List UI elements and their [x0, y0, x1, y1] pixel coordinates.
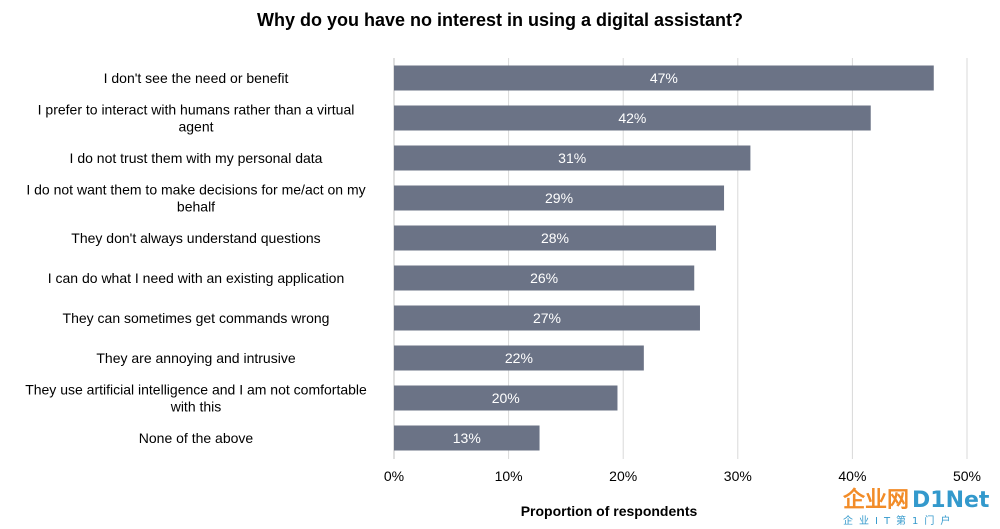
data-label: 42% — [618, 110, 646, 126]
bar — [394, 185, 725, 211]
data-label: 31% — [558, 150, 586, 166]
x-tick-label: 40% — [838, 468, 866, 484]
watermark-tagline: 企业IT第1门户 — [843, 514, 956, 527]
watermark-brand-left: 企业网 — [842, 487, 909, 513]
watermark-brand-right: D1Net — [912, 488, 990, 513]
bar — [394, 385, 618, 411]
data-label: 47% — [650, 70, 678, 86]
bar — [394, 145, 751, 171]
category-label: I do not trust them with my personal dat… — [70, 150, 323, 166]
x-tick-label: 30% — [724, 468, 752, 484]
watermark-logo: 企业网 D1Net 企业IT第1门户 — [842, 487, 990, 527]
x-axis-label: Proportion of respondents — [521, 503, 698, 519]
bar — [394, 225, 717, 251]
category-label: They don't always understand questions — [71, 230, 320, 246]
data-label: 22% — [505, 350, 533, 366]
bar — [394, 425, 540, 451]
bar — [394, 265, 695, 291]
category-label: I can do what I need with an existing ap… — [48, 270, 345, 286]
x-tick-label: 20% — [609, 468, 637, 484]
bar — [394, 105, 871, 131]
bar — [394, 65, 934, 91]
x-tick-label: 50% — [953, 468, 981, 484]
data-label: 28% — [541, 230, 569, 246]
category-label: I prefer to interact with humans rather … — [38, 102, 355, 135]
data-label: 29% — [545, 190, 573, 206]
category-label: They use artificial intelligence and I a… — [25, 382, 367, 415]
category-label: They are annoying and intrusive — [96, 350, 295, 366]
category-label: None of the above — [139, 430, 254, 446]
bars: 47% 42% 31% 29% 28% 26% 27% 22% 20% 13% — [394, 65, 934, 451]
x-tick-label: 10% — [495, 468, 523, 484]
category-label: They can sometimes get commands wrong — [63, 310, 330, 326]
category-labels: I don't see the need or benefit I prefer … — [25, 70, 367, 446]
bar — [394, 345, 644, 371]
category-label: I do not want them to make decisions for… — [26, 182, 365, 215]
x-tick-labels: 0% 10% 20% 30% 40% 50% — [384, 468, 981, 484]
bar — [394, 305, 700, 331]
data-label: 20% — [492, 390, 520, 406]
data-label: 26% — [530, 270, 558, 286]
data-label: 27% — [533, 310, 561, 326]
x-tick-label: 0% — [384, 468, 404, 484]
category-label: I don't see the need or benefit — [104, 70, 289, 86]
chart-title: Why do you have no interest in using a d… — [257, 10, 743, 30]
data-label: 13% — [453, 430, 481, 446]
